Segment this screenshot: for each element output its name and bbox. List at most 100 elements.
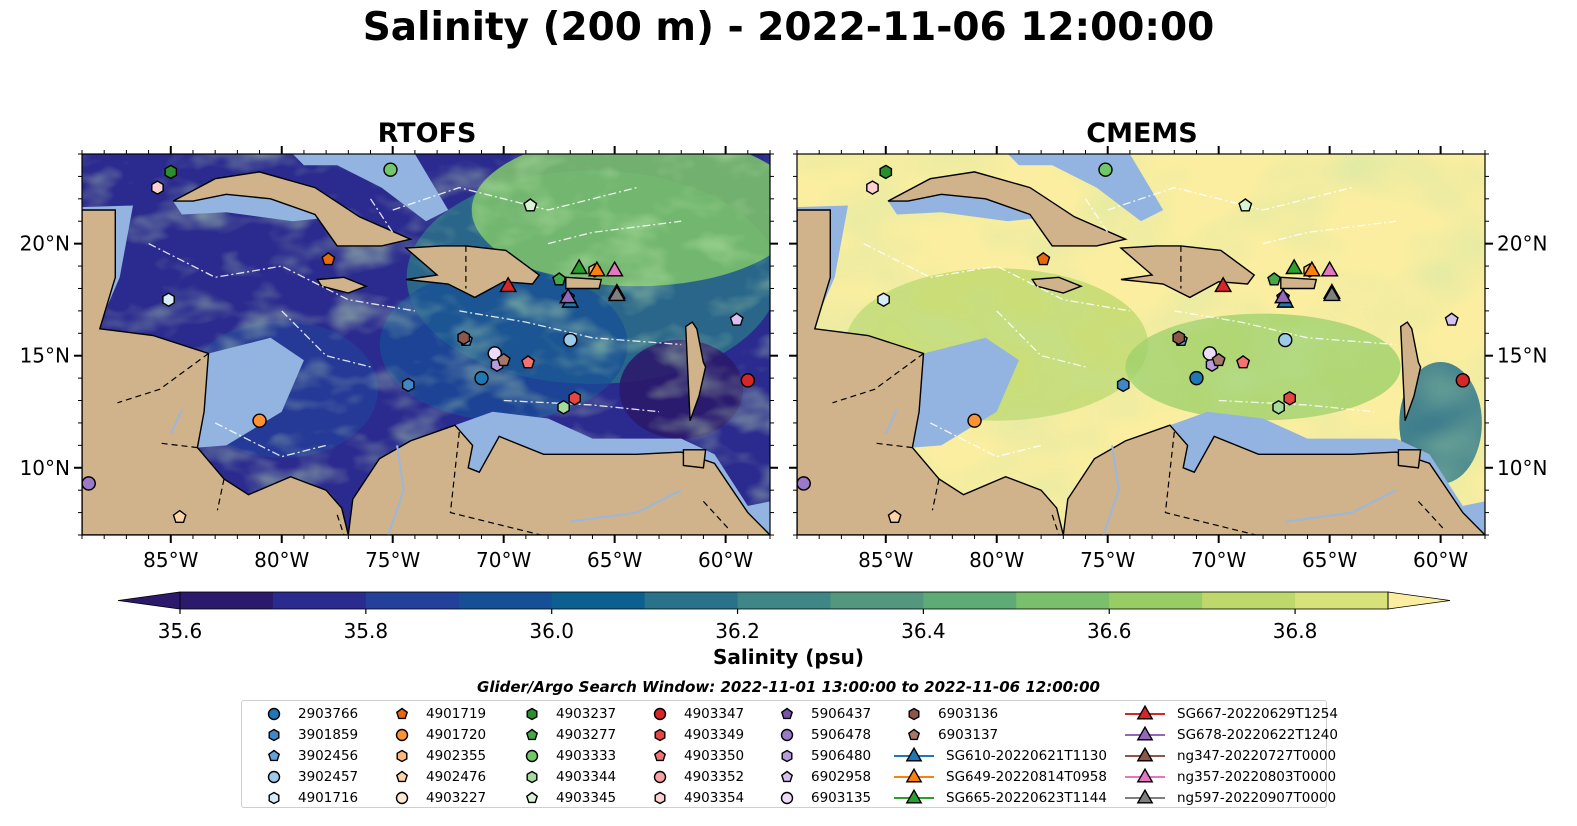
colorbar-segment [1016,592,1110,609]
platform-marker-ng597-20220907T0000 [607,285,626,302]
legend-label: 3902457 [298,769,359,785]
map-panel-cmems: 85°W 80°W 75°W 70°W 65°W 60°W 20°N 15°N 10°N [789,146,1547,572]
x-tick-label: 70°W [476,548,531,572]
map-panel-rtofs: 85°W 80°W 75°W 70°W 65°W 60°W 20°N 15°N 10°N [20,146,778,572]
legend-label: 4902355 [426,748,487,764]
colorbar-segment [830,592,924,609]
legend-label: 5906480 [811,748,872,764]
legend-marker-circle [653,707,667,721]
colorbar-segment [1295,592,1389,609]
legend-marker-hexagon [268,791,280,805]
legend-label: 4903237 [556,706,617,722]
legend-marker-hexagon [526,707,538,721]
colorbar-segment [1202,592,1296,609]
platform-marker-6903137 [1211,352,1226,367]
legend-marker-pentagon [780,770,794,783]
y-tick-label-right: 10°N [1497,456,1547,480]
legend-label: SG678-20220622T1240 [1177,727,1338,743]
legend-label: 6903136 [938,706,999,722]
legend-marker-hexagon [654,728,666,742]
platform-marker-4903277 [552,272,567,286]
platform-marker-ng357-20220803T0000 [605,260,624,277]
colorbar-tick-label: 36.6 [1087,619,1132,643]
platform-marker-SG667-20220629T1254 [1214,276,1233,293]
legend-marker-hexagon [781,749,793,763]
platform-marker-4901716 [877,292,890,308]
platform-marker-4903354 [151,180,164,195]
legend-marker-hexagon [654,791,666,805]
platform-marker-6902958 [729,312,744,326]
legend-label: 2903766 [298,706,359,722]
platform-marker-4903333 [1098,162,1113,177]
colorbar: 35.6 35.8 36.0 36.2 36.4 36.6 36.8 [117,591,1451,643]
platform-marker-6902958 [1444,312,1459,326]
platform-marker-4903333 [383,162,398,177]
platform-marker-4903344 [557,399,570,415]
legend-label: 6903135 [811,790,872,806]
platform-marker-4902476 [172,509,187,523]
legend-marker-hexagon [526,770,538,784]
platform-marker-2903766 [1189,370,1204,386]
platform-marker-4903345 [1238,198,1253,212]
legend-marker-circle [653,770,667,784]
legend-label: 4903277 [556,727,617,743]
platform-marker-4902476 [887,509,902,523]
legend-label: 4903349 [684,727,745,743]
x-tick-label: 75°W [365,548,420,572]
y-tick-label-right: 15°N [1497,344,1547,368]
y-tick-label-right: 20°N [1497,232,1547,256]
figure-title: Salinity (200 m) - 2022-11-06 12:00:00 [362,5,1215,50]
legend-marker-circle [780,791,794,805]
legend-label: 4901716 [298,790,359,806]
legend-marker-pentagon [653,749,667,762]
legend-label: 4903344 [556,769,617,785]
x-tick-label: 65°W [1302,548,1357,572]
platform-marker-4903277 [1267,272,1282,286]
legend-marker-triangle [1136,725,1154,741]
platform-marker-6903137 [496,352,511,367]
legend-marker-triangle [1136,704,1154,720]
platform-marker-4903350 [1236,355,1251,369]
platform-marker-SG649-20220814T0958 [587,260,606,277]
platform-marker-SG678-20220622T1240 [1274,287,1293,304]
platform-marker-4903347 [1455,373,1471,388]
platform-marker-4901720 [252,413,267,428]
legend-label: 4902476 [426,769,487,785]
legend-marker-pentagon [395,770,409,783]
colorbar-segment [1109,592,1203,609]
legend: 2903766 3901859 3902456 3902457 4901716 49017… [241,700,1338,808]
legend-marker-triangle [905,746,923,762]
platform-marker-SG667-20220629T1254 [499,276,518,293]
legend-label: 4901720 [426,727,487,743]
legend-marker-circle [780,728,794,742]
x-tick-label: 80°W [254,548,309,572]
platform-marker-4901716 [162,292,175,308]
legend-marker-circle [267,707,281,721]
platform-marker-3901859 [1116,377,1130,393]
legend-marker-pentagon [525,728,539,741]
x-tick-label: 85°W [858,548,913,572]
colorbar-segment [365,592,460,609]
x-tick-label: 80°W [969,548,1024,572]
platform-marker-6903136 [1172,330,1186,346]
legend-marker-pentagon [780,707,794,720]
platform-marker-6903136 [457,330,471,346]
platform-marker-4903350 [521,355,536,369]
legend-marker-triangle [1136,788,1154,804]
colorbar-segment [272,592,367,609]
platform-marker-4903344 [1272,399,1285,415]
legend-marker-hexagon [268,728,280,742]
platform-marker-4903237 [164,164,178,180]
legend-marker-triangle [1136,746,1154,762]
legend-label: SG649-20220814T0958 [946,769,1107,785]
platform-marker-5906478 [81,476,96,491]
platform-marker-4903349 [1283,390,1297,406]
legend-label: ng347-20220727T0000 [1177,748,1337,764]
panel-title-rtofs: RTOFS [377,118,477,149]
platform-marker-ng357-20220803T0000 [1320,260,1339,277]
legend-marker-circle [395,728,409,742]
legend-label: 4903333 [556,748,617,764]
x-tick-label: 75°W [1080,548,1135,572]
colorbar-segment [551,592,646,609]
